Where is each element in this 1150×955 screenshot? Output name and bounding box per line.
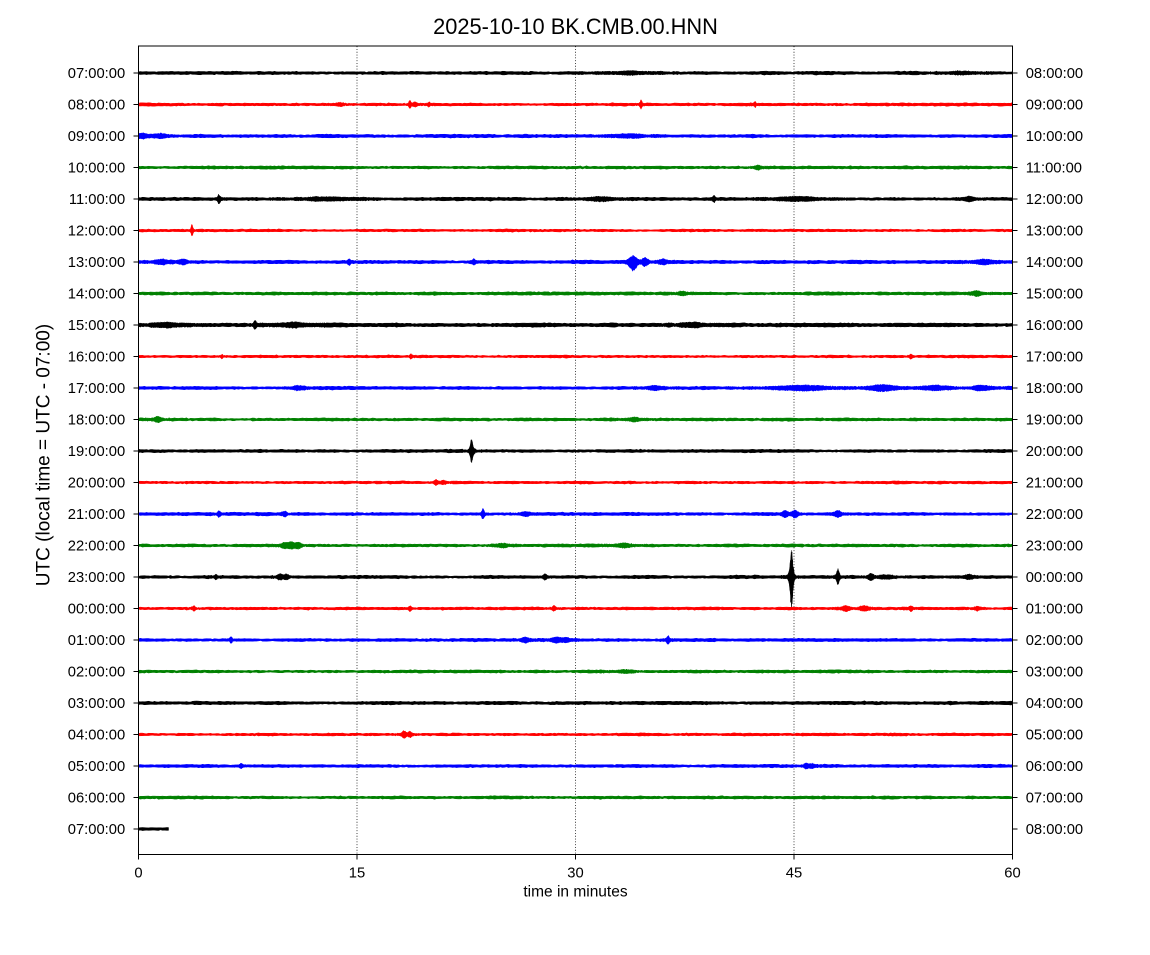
svg-text:07:00:00: 07:00:00 [1026,791,1083,807]
svg-text:04:00:00: 04:00:00 [68,728,125,744]
svg-text:14:00:00: 14:00:00 [68,287,125,303]
svg-text:13:00:00: 13:00:00 [1026,224,1083,240]
svg-text:16:00:00: 16:00:00 [68,350,125,366]
svg-text:12:00:00: 12:00:00 [1026,192,1083,208]
svg-text:08:00:00: 08:00:00 [68,98,125,114]
svg-text:21:00:00: 21:00:00 [1026,476,1083,492]
svg-text:UTC (local time = UTC - 07:00): UTC (local time = UTC - 07:00) [34,324,55,586]
svg-text:06:00:00: 06:00:00 [68,791,125,807]
svg-text:00:00:00: 00:00:00 [68,602,125,618]
svg-text:02:00:00: 02:00:00 [1026,633,1083,649]
svg-text:22:00:00: 22:00:00 [68,539,125,555]
svg-text:15:00:00: 15:00:00 [1026,287,1083,303]
svg-text:time in minutes: time in minutes [523,883,627,900]
svg-text:45: 45 [786,865,802,881]
svg-text:2025-10-10 BK.CMB.00.HNN: 2025-10-10 BK.CMB.00.HNN [433,14,718,39]
svg-text:00:00:00: 00:00:00 [1026,570,1083,586]
svg-text:07:00:00: 07:00:00 [68,822,125,838]
svg-text:17:00:00: 17:00:00 [1026,350,1083,366]
svg-text:14:00:00: 14:00:00 [1026,255,1083,271]
svg-text:19:00:00: 19:00:00 [1026,413,1083,429]
svg-text:18:00:00: 18:00:00 [1026,381,1083,397]
svg-text:17:00:00: 17:00:00 [68,381,125,397]
svg-text:02:00:00: 02:00:00 [68,665,125,681]
svg-text:30: 30 [567,865,583,881]
svg-text:13:00:00: 13:00:00 [68,255,125,271]
svg-text:05:00:00: 05:00:00 [68,759,125,775]
svg-text:15: 15 [349,865,365,881]
svg-text:05:00:00: 05:00:00 [1026,728,1083,744]
svg-text:20:00:00: 20:00:00 [68,476,125,492]
svg-text:16:00:00: 16:00:00 [1026,318,1083,334]
svg-text:11:00:00: 11:00:00 [1026,161,1082,177]
svg-text:08:00:00: 08:00:00 [1026,66,1083,82]
svg-text:09:00:00: 09:00:00 [68,129,125,145]
svg-text:07:00:00: 07:00:00 [68,66,125,82]
svg-text:04:00:00: 04:00:00 [1026,696,1083,712]
svg-text:12:00:00: 12:00:00 [68,224,125,240]
svg-text:10:00:00: 10:00:00 [1026,129,1083,145]
svg-text:22:00:00: 22:00:00 [1026,507,1083,523]
svg-text:19:00:00: 19:00:00 [68,444,125,460]
svg-text:03:00:00: 03:00:00 [68,696,125,712]
svg-text:21:00:00: 21:00:00 [68,507,125,523]
svg-text:01:00:00: 01:00:00 [1026,602,1083,618]
svg-text:23:00:00: 23:00:00 [1026,539,1083,555]
svg-text:09:00:00: 09:00:00 [1026,98,1083,114]
svg-text:23:00:00: 23:00:00 [68,570,125,586]
svg-text:15:00:00: 15:00:00 [68,318,125,334]
svg-text:11:00:00: 11:00:00 [69,192,125,208]
svg-text:10:00:00: 10:00:00 [68,161,125,177]
svg-text:18:00:00: 18:00:00 [68,413,125,429]
svg-text:06:00:00: 06:00:00 [1026,759,1083,775]
svg-text:08:00:00: 08:00:00 [1026,822,1083,838]
svg-text:0: 0 [134,865,142,881]
svg-text:60: 60 [1004,865,1020,881]
svg-text:20:00:00: 20:00:00 [1026,444,1083,460]
svg-text:01:00:00: 01:00:00 [68,633,125,649]
svg-text:03:00:00: 03:00:00 [1026,665,1083,681]
